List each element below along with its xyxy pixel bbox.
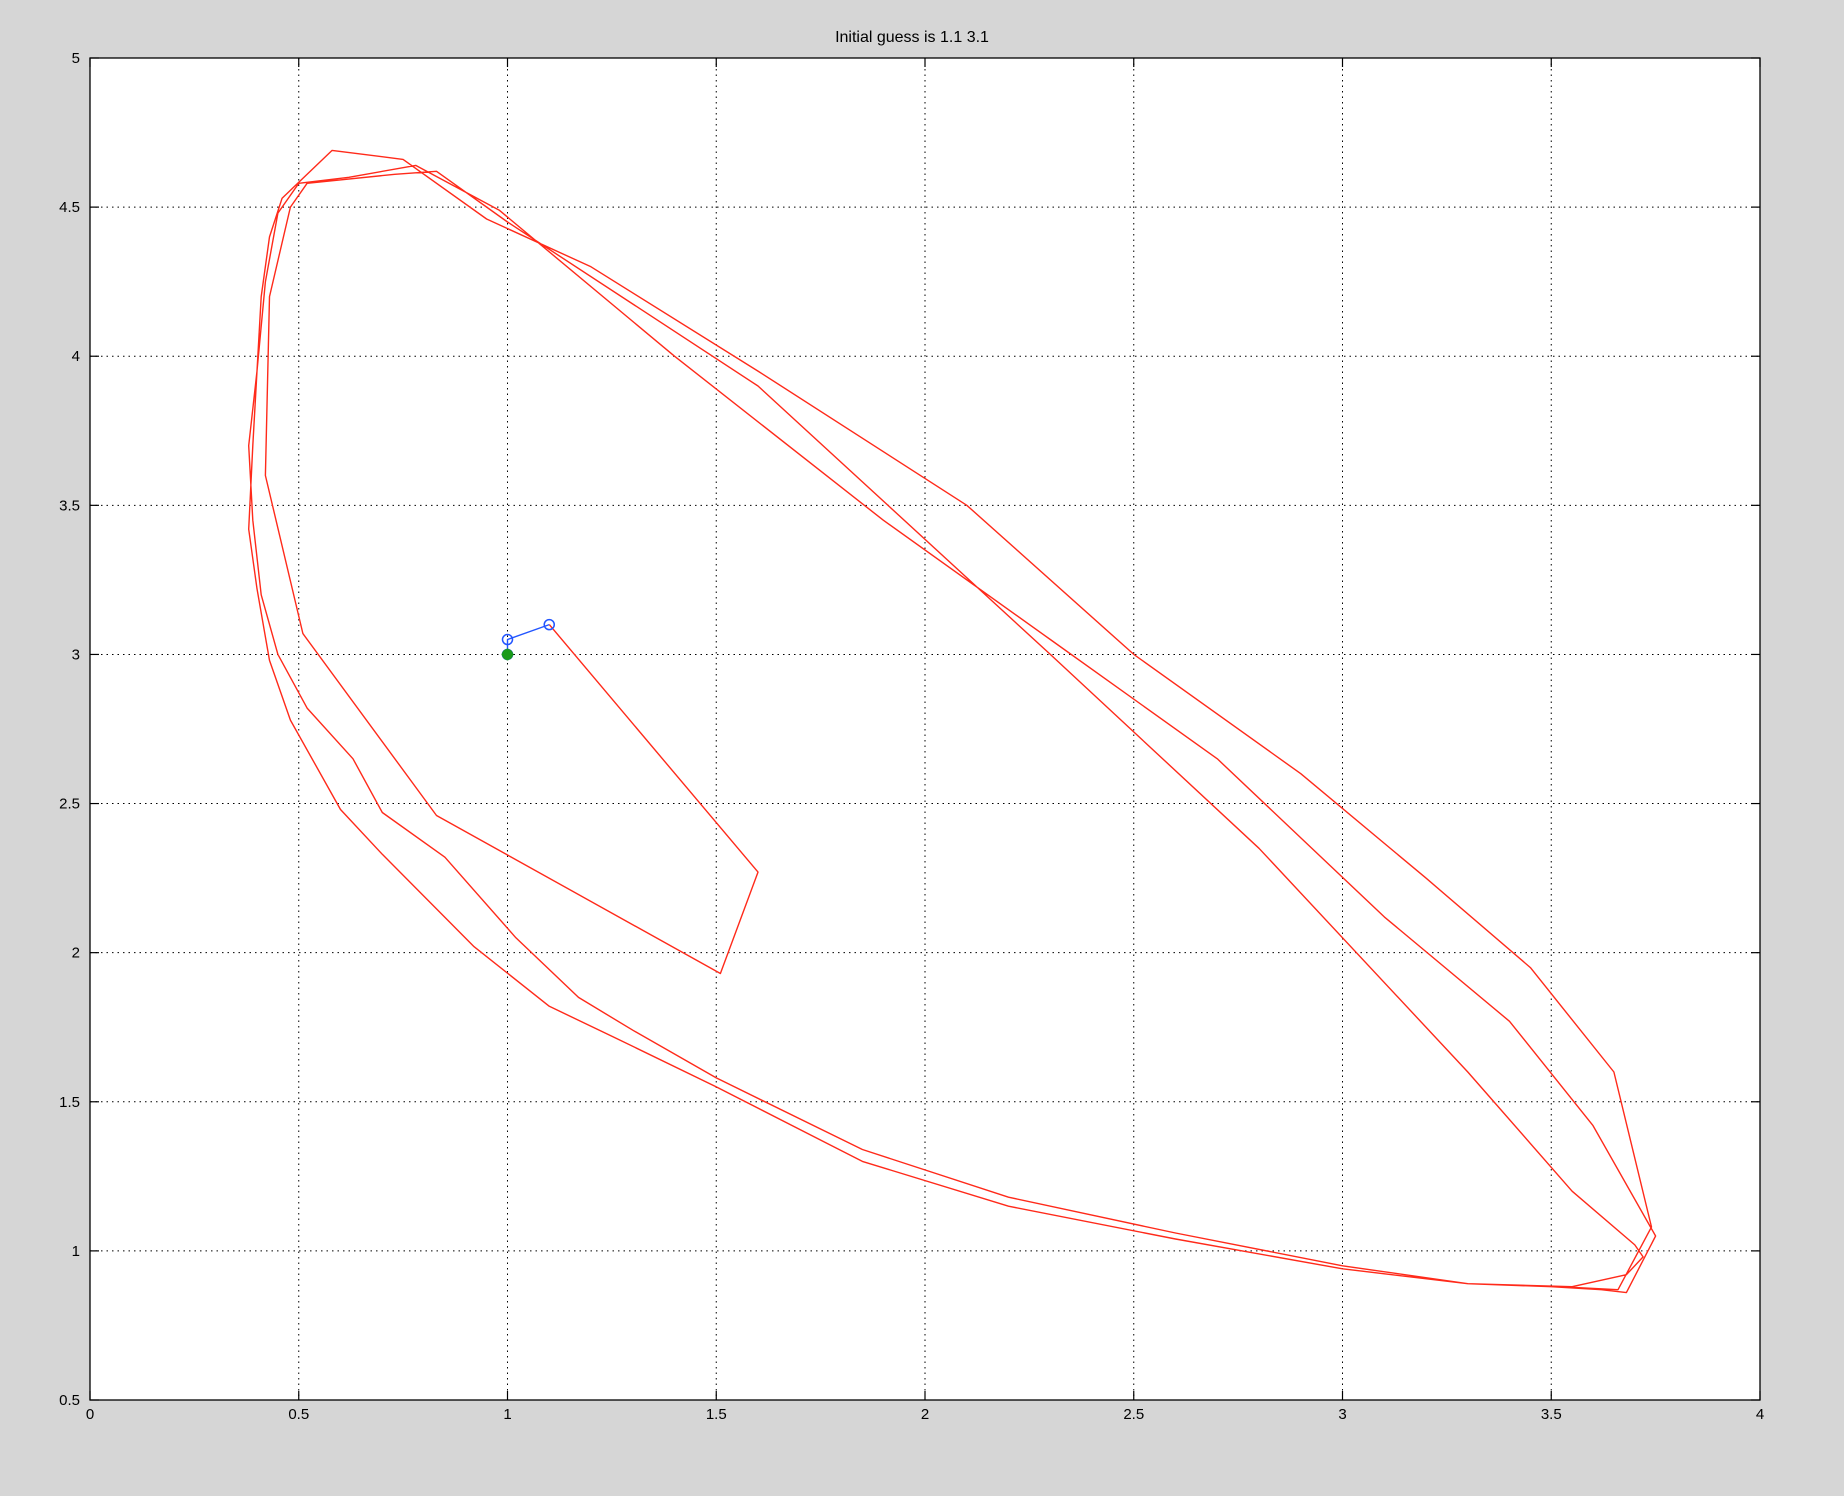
- y-tick-label: 2.5: [59, 796, 80, 813]
- tick-labels: 0 0.5 1 1.5 2 2.5 3 3.5 4 0.5 1 1.5 2 2.5 3 3.5 4 4.5 5: [59, 50, 1764, 1423]
- x-tick-label: 2.5: [1123, 1406, 1144, 1423]
- iterate-marker: [501, 633, 514, 646]
- y-tick-label: 1.5: [59, 1094, 80, 1111]
- series-0-line: [247, 149, 1657, 1294]
- ticks: [89, 57, 1761, 1401]
- x-tick-label: 4: [1756, 1406, 1764, 1423]
- x-tick-label: 2: [921, 1406, 929, 1423]
- y-tick-label: 3: [72, 646, 80, 663]
- iterate-marker: [543, 618, 555, 631]
- y-tick-label: 1: [72, 1243, 80, 1260]
- x-tick-label: 0: [86, 1406, 94, 1423]
- y-tick-label: 0.5: [59, 1392, 80, 1409]
- y-tick-label: 4.5: [59, 199, 80, 216]
- x-tick-label: 1.5: [706, 1406, 727, 1423]
- solution-marker: [501, 648, 514, 661]
- y-tick-label: 2: [72, 945, 80, 962]
- chart-title: Initial guess is 1.1 3.1: [835, 29, 989, 46]
- x-tick-label: 3.5: [1541, 1406, 1562, 1423]
- x-tick-label: 3: [1338, 1406, 1346, 1423]
- y-tick-label: 5: [72, 50, 80, 67]
- series-layer: [247, 149, 1657, 1294]
- y-tick-label: 3.5: [59, 497, 80, 514]
- x-tick-label: 1: [503, 1406, 511, 1423]
- grid: [90, 58, 1760, 1400]
- y-tick-label: 4: [72, 348, 80, 365]
- x-tick-label: 0.5: [288, 1406, 309, 1423]
